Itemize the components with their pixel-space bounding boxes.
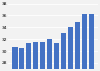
Bar — [12, 47, 18, 71]
Bar — [40, 42, 45, 71]
Bar — [26, 43, 31, 71]
Bar — [61, 33, 66, 71]
Bar — [54, 43, 59, 71]
Bar — [75, 22, 80, 71]
Bar — [47, 39, 52, 71]
Bar — [68, 27, 73, 71]
Bar — [19, 48, 24, 71]
Bar — [33, 42, 38, 71]
Bar — [82, 14, 87, 71]
Bar — [89, 14, 94, 71]
